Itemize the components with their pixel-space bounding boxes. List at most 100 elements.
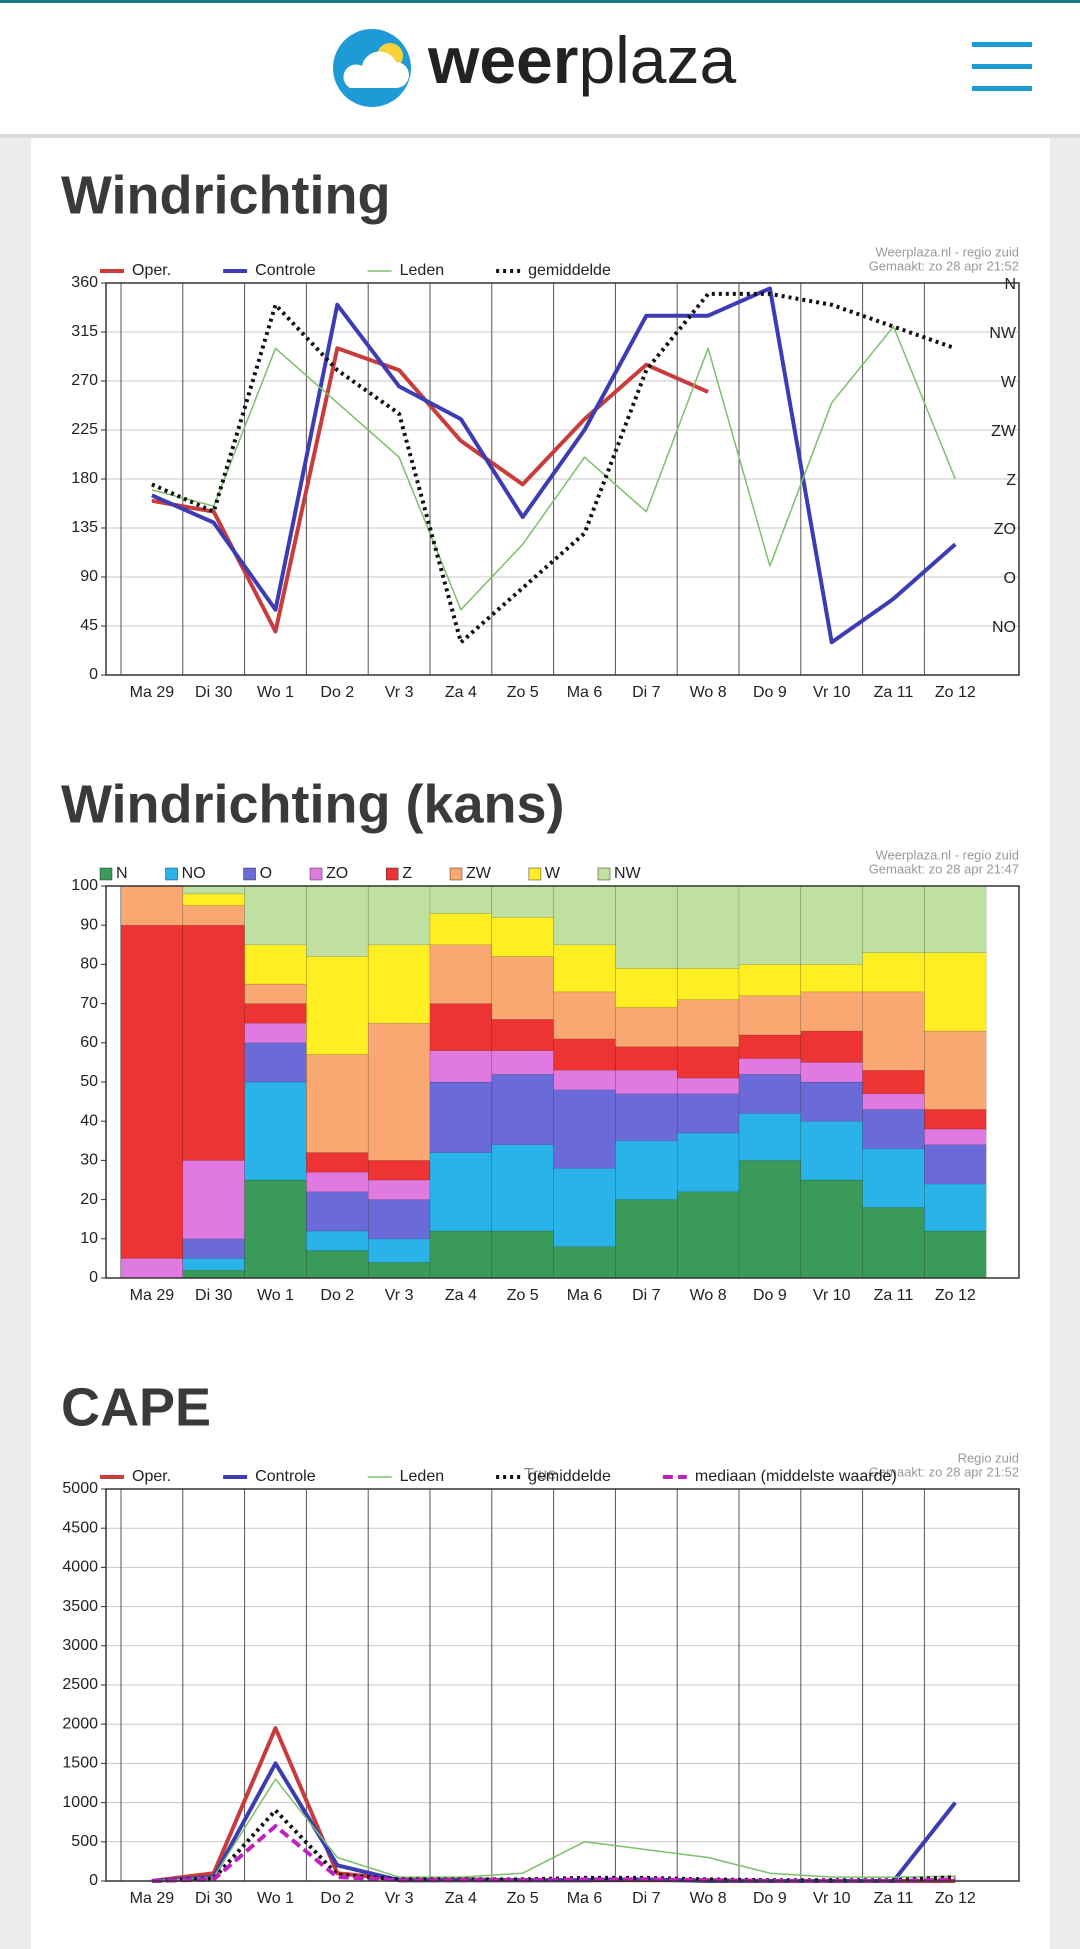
bar-segment (862, 1207, 925, 1279)
x-tick-label: Vr 10 (813, 1890, 851, 1907)
bar-segment (738, 1058, 802, 1075)
y2-tick-label: NW (989, 325, 1017, 342)
bar-segment (182, 905, 245, 926)
plot (120, 283, 957, 675)
x-tick-label: Di 30 (195, 1890, 232, 1907)
legend-swatch (597, 867, 611, 881)
x-tick-label: Zo 5 (507, 1890, 539, 1907)
bar-segment (306, 1250, 369, 1279)
legend-swatch (449, 867, 463, 881)
brand-light: plaza (578, 23, 736, 97)
bar-segment (306, 885, 369, 957)
bar-segment (491, 1230, 554, 1279)
legend-swatch (99, 867, 113, 881)
bar-segment (615, 1199, 678, 1279)
y-tick-label: 2000 (62, 1715, 98, 1732)
x-tick-label: Za 4 (445, 1287, 477, 1304)
x-tick-label: Di 7 (632, 1890, 661, 1907)
x-tick-label: Za 11 (874, 1287, 914, 1304)
bar-segment (429, 1081, 493, 1153)
bar-segment (676, 1046, 740, 1079)
bar-segment (615, 1046, 678, 1071)
bar-segment (429, 1230, 493, 1279)
bar-segment (491, 1019, 554, 1051)
header (0, 0, 1080, 134)
bar-segment (244, 885, 307, 946)
x-tick-label: Vr 3 (385, 684, 414, 701)
x-tick-label: Ma 6 (567, 1287, 603, 1304)
bar-segment (800, 1081, 863, 1122)
x-tick-label: Do 9 (753, 684, 787, 701)
x-tick-label: Do 9 (753, 1287, 787, 1304)
y-tick-label: 135 (71, 519, 98, 536)
x-tick-label: Ma 6 (567, 684, 603, 701)
bar-segment (615, 1093, 678, 1142)
y-tick-label: 60 (80, 1034, 98, 1051)
bar-segment (862, 991, 925, 1071)
x-tick-label: Wo 1 (257, 1890, 294, 1907)
bar-segment (738, 1113, 802, 1161)
legend-label: Leden (400, 1468, 445, 1485)
y-tick-label: 4500 (62, 1519, 98, 1536)
y2-tick-label: N (1004, 276, 1016, 293)
bar-segment (862, 885, 925, 953)
y-tick-label: 5000 (62, 1480, 98, 1497)
bar-segment (491, 1073, 554, 1145)
bar-segment (924, 1128, 987, 1145)
y-tick-label: 225 (71, 421, 98, 438)
bar-segment (800, 1120, 863, 1181)
legend-swatch (165, 867, 178, 881)
bar-segment (367, 1262, 431, 1279)
y-tick-label: 0 (89, 1269, 98, 1286)
bar-segment (615, 968, 678, 1008)
bar-segment (738, 1160, 802, 1279)
legend-label: Controle (255, 262, 316, 279)
bar-segment (924, 1109, 987, 1130)
y-tick-label: 3000 (62, 1637, 98, 1654)
menu-bar (972, 86, 1032, 91)
brand-bold: weer (427, 23, 578, 97)
series-line (151, 286, 957, 645)
x-tick-label: Wo 8 (690, 1287, 727, 1304)
bar-segment (553, 1167, 616, 1247)
bar-segment (615, 885, 678, 969)
bar-segment (676, 968, 740, 1000)
x-tick-label: Wo 1 (257, 1287, 294, 1304)
legend-label: Oper. (132, 1468, 171, 1485)
legend-swatch (528, 867, 542, 881)
logo[interactable]: weerplaza (333, 23, 737, 107)
menu-bar (972, 64, 1032, 69)
x-tick-label: Ma 6 (567, 1890, 603, 1907)
annotation: True (524, 1466, 556, 1483)
bar-segment (800, 885, 863, 965)
bar-segment (306, 1230, 369, 1251)
legend-label: ZO (326, 865, 348, 882)
x-tick-label: Wo 8 (690, 684, 727, 701)
bar-segment (491, 956, 554, 1020)
x-tick-label: Vr 10 (813, 684, 851, 701)
legend-label: mediaan (middelste waarde) (695, 1468, 897, 1485)
legend-label: Z (402, 865, 412, 882)
watermark: Gemaakt: zo 28 apr 21:52 (869, 1464, 1019, 1479)
bar-segment (306, 1191, 369, 1232)
bar-segment (429, 944, 493, 1004)
bar-segment (182, 1269, 245, 1279)
bar-segment (182, 1238, 245, 1259)
y-tick-label: 3500 (62, 1598, 98, 1615)
menu-button[interactable] (972, 42, 1032, 91)
legend-label: NO (182, 865, 206, 882)
bar-segment (738, 1034, 802, 1059)
y-tick-label: 180 (71, 470, 98, 487)
bar-segment (924, 1030, 987, 1110)
bar-segment (182, 885, 245, 895)
watermark: Weerplaza.nl - regio zuid (875, 847, 1019, 862)
x-tick-label: Vr 3 (385, 1287, 414, 1304)
bar-segment (367, 944, 431, 1024)
x-tick-label: Di 7 (632, 684, 661, 701)
bar-segment (491, 885, 554, 918)
x-tick-label: Ma 29 (130, 684, 175, 701)
bar-segment (491, 1144, 554, 1232)
y-tick-label: 30 (80, 1152, 98, 1169)
plot-frame (105, 885, 1020, 1279)
y-tick-label: 20 (80, 1191, 98, 1208)
